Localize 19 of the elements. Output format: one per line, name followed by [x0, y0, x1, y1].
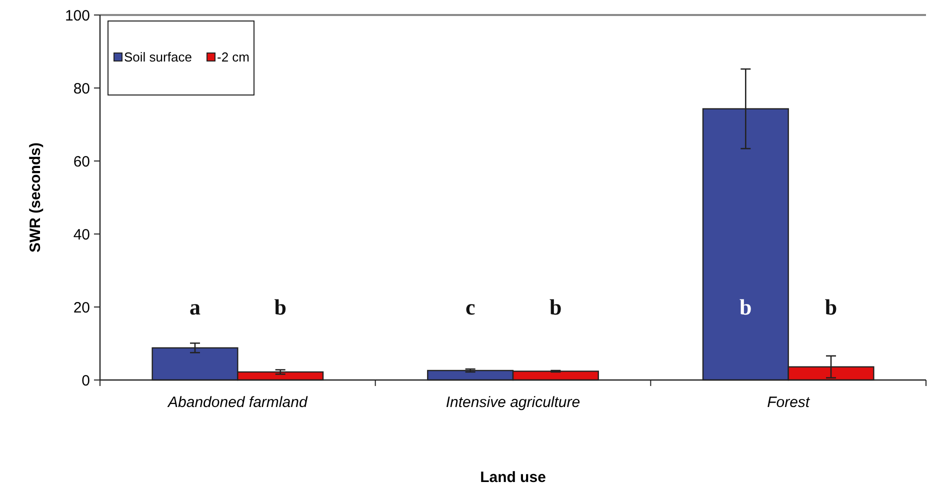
y-tick-label: 40 — [73, 226, 90, 244]
y-axis-title: SWR (seconds) — [27, 142, 44, 253]
y-tick-label: 60 — [73, 153, 90, 170]
x-axis-title: Land use — [480, 469, 546, 486]
annotation: a — [189, 294, 200, 320]
annotation: b — [550, 294, 562, 320]
annotation: b — [740, 294, 752, 320]
x-tick-label: Intensive agriculture — [446, 394, 580, 411]
y-tick-label: 0 — [82, 372, 90, 390]
y-tick-label: 80 — [73, 80, 90, 98]
annotation: c — [465, 294, 476, 320]
legend-label: Soil surface — [124, 50, 192, 65]
annotation: b — [274, 294, 286, 320]
x-tick-label: Forest — [767, 394, 810, 411]
y-tick-label: 20 — [73, 299, 90, 316]
y-tick-label: 100 — [64, 7, 90, 24]
annotation: b — [824, 294, 838, 320]
x-tick-label: Abandoned farmland — [167, 394, 308, 411]
legend-label: -2 cm — [217, 50, 250, 65]
